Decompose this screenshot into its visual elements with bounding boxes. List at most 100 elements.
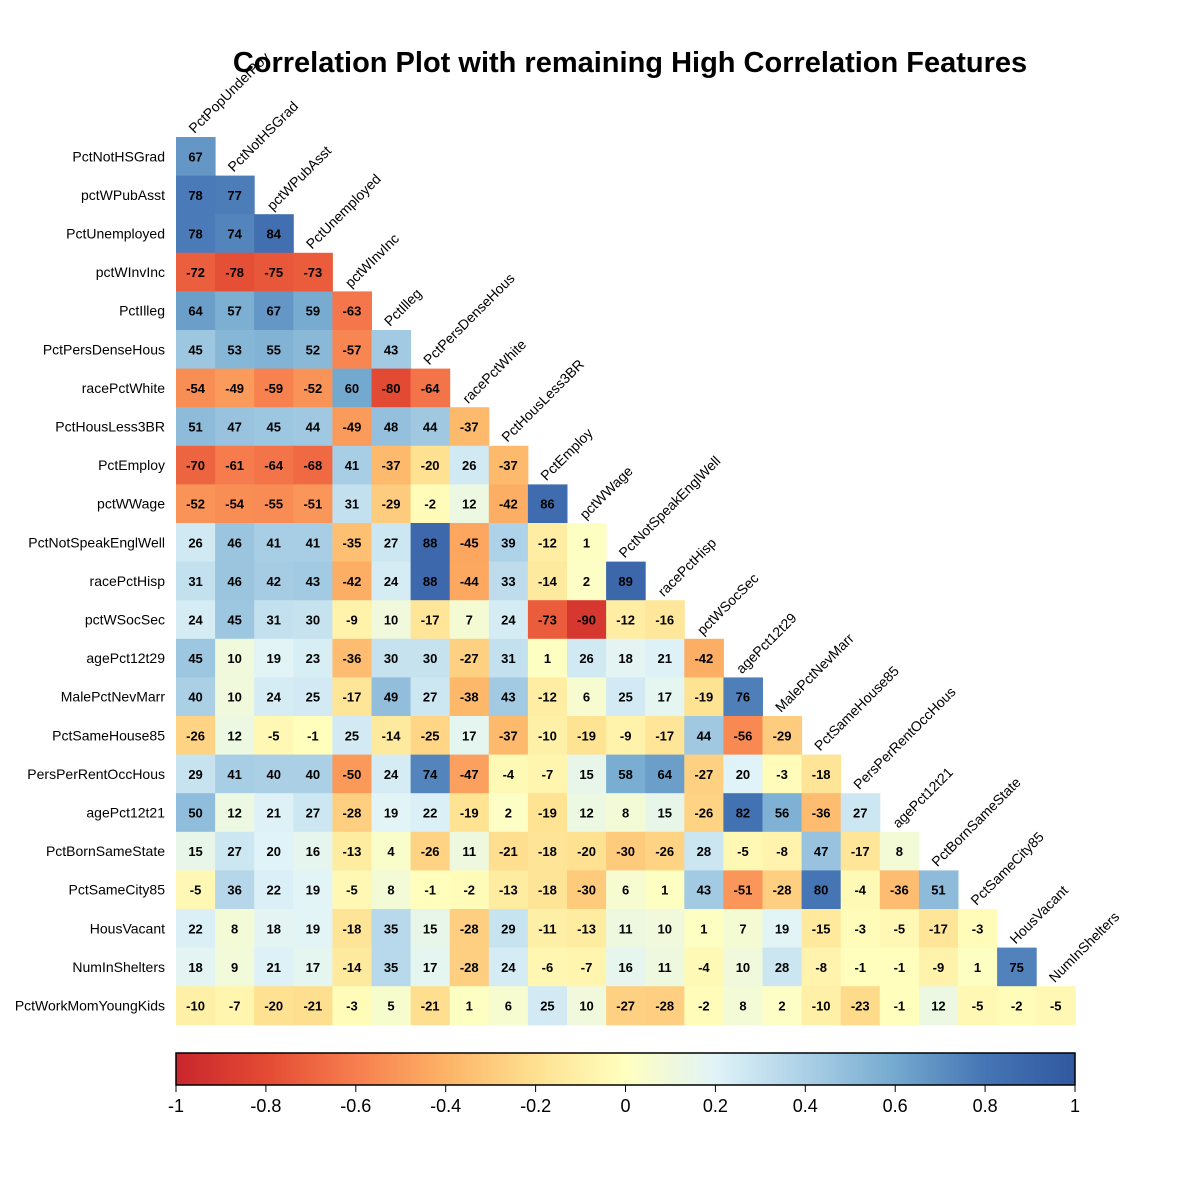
colorbar-tick-label: 0.6	[883, 1096, 908, 1116]
cell-value-label: 22	[423, 806, 437, 821]
heatmap-cell	[606, 831, 646, 871]
colorbar-tick-label: -0.2	[520, 1096, 551, 1116]
cell-value-label: -18	[538, 844, 557, 859]
heatmap-cell	[449, 677, 490, 717]
cell-value-label: 6	[505, 999, 512, 1014]
heatmap-cell	[488, 793, 529, 833]
heatmap-cell	[801, 754, 842, 794]
heatmap-cell	[176, 252, 216, 292]
heatmap-cell	[215, 214, 255, 254]
heatmap-cell	[410, 870, 451, 910]
heatmap-cell	[293, 600, 333, 640]
heatmap-cell	[215, 484, 255, 524]
cell-value-label: -1	[854, 960, 866, 975]
cell-value-label: -19	[577, 728, 596, 743]
cell-value-label: 23	[306, 651, 320, 666]
cell-value-label: 21	[267, 960, 281, 975]
heatmap-cell	[293, 638, 333, 678]
cell-value-label: 6	[583, 690, 590, 705]
heatmap-cell	[254, 947, 294, 987]
heatmap-cell	[371, 677, 412, 717]
cell-value-label: 43	[306, 574, 320, 589]
heatmap-cell	[176, 754, 216, 794]
cell-value-label: -3	[346, 999, 358, 1014]
heatmap-cell	[879, 831, 920, 871]
heatmap-cell	[527, 793, 568, 833]
heatmap-cell	[527, 484, 568, 524]
cell-value-label: -28	[343, 806, 362, 821]
heatmap-cell	[215, 793, 255, 833]
cell-value-label: 21	[658, 651, 672, 666]
heatmap-cell	[371, 407, 412, 447]
cell-value-label: 17	[462, 728, 476, 743]
heatmap-cell	[606, 677, 646, 717]
cell-value-label: -12	[616, 613, 635, 628]
heatmap-cell	[254, 252, 294, 292]
cell-value-label: 48	[384, 420, 398, 435]
cell-value-label: -36	[343, 651, 362, 666]
cell-value-label: 30	[306, 613, 320, 628]
heatmap-cell	[254, 909, 294, 949]
row-label: PctIlleg	[119, 303, 165, 319]
heatmap-cell	[801, 909, 842, 949]
heatmap-cell	[606, 870, 646, 910]
cell-value-label: -37	[499, 458, 518, 473]
cell-value-label: 46	[227, 535, 241, 550]
heatmap-cell	[918, 870, 959, 910]
heatmap-cell	[371, 947, 412, 987]
heatmap-cell	[371, 445, 412, 485]
cell-value-label: -5	[894, 921, 906, 936]
heatmap-cell	[332, 523, 372, 563]
heatmap-cell	[332, 831, 372, 871]
heatmap-cell	[332, 947, 372, 987]
heatmap-cell	[293, 291, 333, 331]
heatmap-cell	[176, 523, 216, 563]
cell-value-label: 35	[384, 921, 398, 936]
heatmap-cell	[918, 986, 959, 1026]
cell-value-label: -17	[655, 728, 674, 743]
heatmap-cell	[293, 909, 333, 949]
heatmap-cell	[801, 831, 842, 871]
cell-value-label: -90	[577, 613, 596, 628]
heatmap-cell	[254, 600, 294, 640]
heatmap-cell	[254, 291, 294, 331]
row-label: MalePctNevMarr	[61, 689, 166, 705]
cell-value-label: 12	[462, 497, 476, 512]
heatmap-cell	[254, 638, 294, 678]
cell-value-label: -7	[542, 767, 554, 782]
cell-value-label: -8	[776, 844, 788, 859]
heatmap-cell	[293, 484, 333, 524]
heatmap-cell	[254, 368, 294, 408]
cell-value-label: -30	[577, 883, 596, 898]
cell-value-label: 25	[345, 728, 359, 743]
cell-value-label: -16	[655, 613, 674, 628]
heatmap-cell	[410, 600, 451, 640]
colorbar-tick-label: -0.8	[250, 1096, 281, 1116]
column-label: agePct12t29	[733, 609, 800, 676]
heatmap-cell	[371, 754, 412, 794]
heatmap-cell	[449, 754, 490, 794]
heatmap-cell	[449, 870, 490, 910]
heatmap-cell	[215, 175, 255, 215]
cell-value-label: 40	[306, 767, 320, 782]
heatmap-cell	[371, 909, 412, 949]
cell-value-label: 78	[188, 188, 202, 203]
heatmap-cell	[567, 831, 607, 871]
row-label: PctNotSpeakEnglWell	[28, 534, 165, 550]
cell-value-label: -28	[460, 960, 479, 975]
cell-value-label: -55	[264, 497, 283, 512]
heatmap-cell	[645, 870, 685, 910]
heatmap-cell	[488, 484, 529, 524]
heatmap-cell	[293, 523, 333, 563]
cell-value-label: 15	[658, 806, 672, 821]
cell-value-label: -36	[812, 806, 831, 821]
heatmap-cell	[684, 677, 724, 717]
cell-value-label: 8	[231, 921, 238, 936]
cell-value-label: -21	[421, 999, 440, 1014]
cell-value-label: 86	[540, 497, 554, 512]
cell-value-label: 19	[267, 651, 281, 666]
heatmap-cell	[410, 677, 451, 717]
cell-value-label: 67	[267, 304, 281, 319]
cell-value-label: -73	[303, 265, 322, 280]
cell-value-label: 1	[974, 960, 981, 975]
